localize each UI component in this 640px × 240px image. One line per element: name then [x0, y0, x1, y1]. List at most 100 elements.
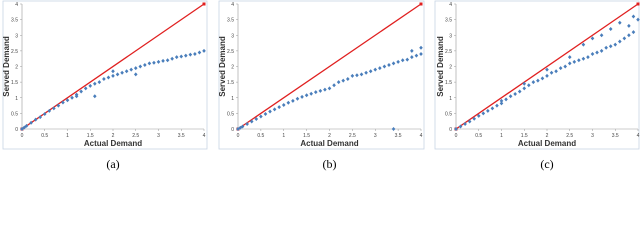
point — [463, 122, 467, 126]
point — [595, 50, 599, 55]
panel-frame — [434, 0, 640, 150]
point — [304, 93, 309, 98]
point — [499, 101, 504, 106]
reference-end — [202, 2, 206, 6]
point — [29, 120, 33, 125]
point — [111, 73, 115, 78]
reference-line — [237, 3, 422, 130]
point — [193, 52, 197, 56]
point — [165, 58, 170, 63]
point — [286, 100, 291, 105]
point — [346, 77, 350, 81]
point — [336, 80, 341, 85]
point — [368, 69, 373, 74]
point — [378, 66, 382, 71]
x-tick-label: 1.5 — [521, 133, 528, 139]
point — [567, 55, 572, 60]
y-tick-label: 2.5 — [227, 49, 234, 55]
x-tick-label: 4 — [420, 133, 423, 139]
caption: (a) — [106, 157, 119, 171]
point — [631, 30, 636, 35]
point — [405, 57, 410, 62]
y-tick-label: 0.5 — [11, 111, 18, 117]
point — [476, 113, 481, 118]
point — [373, 67, 378, 72]
figure: 0 0.5 1 1.5 2 2.5 3 3.5 4 0 0.5 1 1.5 2 2.5 3 3.5 4 Actual… — [2, 0, 640, 171]
point — [115, 72, 120, 77]
y-tick-label: 3.5 — [11, 18, 18, 24]
point — [79, 89, 83, 94]
point — [97, 80, 102, 85]
point — [545, 73, 549, 78]
point — [608, 27, 613, 31]
point — [263, 112, 268, 116]
point — [419, 52, 423, 56]
point — [156, 59, 161, 64]
point — [120, 70, 124, 75]
point — [467, 119, 472, 124]
point — [536, 78, 540, 83]
reference-line — [455, 3, 639, 130]
panel-frame — [218, 0, 425, 150]
point — [188, 52, 193, 57]
point — [179, 54, 184, 59]
point — [549, 70, 554, 75]
y-tick-label: 0 — [15, 127, 18, 133]
point — [567, 61, 572, 66]
point — [613, 42, 618, 47]
point — [300, 94, 304, 99]
point — [517, 89, 522, 94]
x-tick-label: 4 — [637, 133, 640, 139]
point — [102, 77, 106, 81]
point — [636, 17, 640, 22]
point — [527, 83, 531, 88]
y-tick-label: 4 — [449, 2, 452, 8]
y-tick-label: 0.5 — [227, 111, 234, 117]
point — [355, 73, 359, 78]
point — [382, 64, 387, 69]
point — [318, 88, 323, 93]
point — [202, 48, 206, 53]
y-tick-label: 1 — [15, 96, 18, 102]
point — [608, 44, 613, 49]
y-tick-label: 4 — [231, 2, 234, 8]
y-tick-label: 1.5 — [445, 80, 452, 86]
point — [481, 111, 486, 116]
x-tick-label: 2 — [546, 133, 549, 139]
point — [249, 119, 254, 124]
x-tick-label: 2.5 — [566, 133, 573, 139]
x-axis-title: Actual Demand — [518, 139, 576, 148]
caption: (c) — [540, 157, 553, 171]
point — [295, 96, 300, 101]
x-tick-label: 1 — [282, 133, 285, 139]
point — [622, 36, 627, 41]
y-tick-label: 1 — [231, 96, 234, 102]
point — [24, 123, 29, 128]
x-tick-label: 1 — [500, 133, 503, 139]
point — [359, 72, 364, 77]
point — [387, 62, 391, 67]
y-axis-title: Served Demand — [218, 36, 227, 97]
x-tick-label: 3 — [374, 133, 377, 139]
point — [83, 86, 88, 91]
point — [111, 69, 115, 74]
x-tick-label: 3.5 — [395, 133, 402, 139]
y-tick-label: 2.5 — [11, 49, 18, 55]
y-tick-label: 3.5 — [445, 18, 452, 24]
point — [133, 66, 138, 71]
point — [106, 75, 111, 80]
point — [129, 67, 133, 72]
point — [581, 42, 586, 47]
point — [309, 91, 313, 96]
point — [291, 98, 295, 103]
point — [472, 116, 476, 121]
point — [540, 76, 545, 81]
point — [554, 69, 558, 74]
point — [184, 53, 188, 58]
y-tick-label: 2 — [15, 65, 18, 71]
point — [272, 107, 277, 112]
point — [74, 94, 79, 99]
point — [161, 58, 165, 63]
x-tick-label: 2.5 — [132, 133, 139, 139]
y-tick-label: 2 — [231, 65, 234, 71]
